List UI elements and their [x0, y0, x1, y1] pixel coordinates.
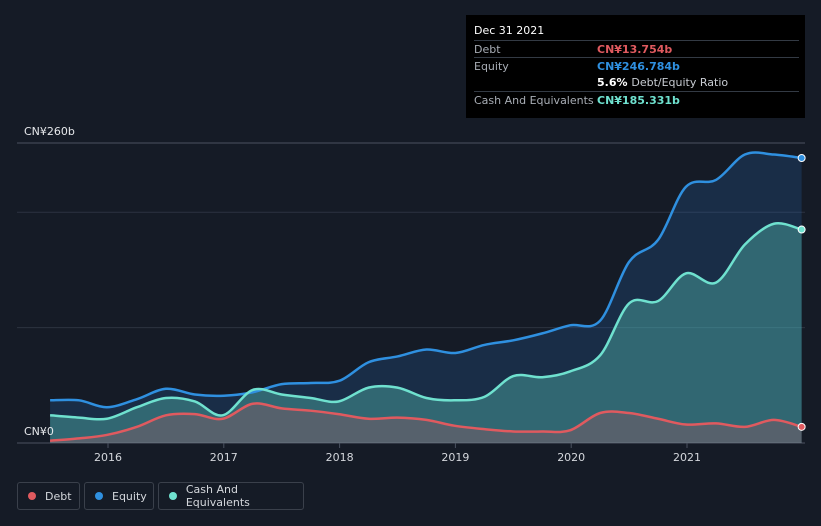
x-axis-ticks: 2016 2017 2018 2019 2020 2021: [94, 443, 701, 464]
tooltip-cash-row: Cash And Equivalents CN¥185.331b: [474, 91, 799, 109]
tooltip-debt-row: Debt CN¥13.754b: [474, 40, 799, 58]
tooltip-debt-label: Debt: [474, 43, 501, 56]
tooltip-debt-value: CN¥13.754b: [597, 43, 673, 56]
x-tick-label-2018: 2018: [326, 451, 354, 464]
tooltip-equity-row: Equity CN¥246.784b: [474, 57, 799, 75]
y-axis-label-top: CN¥260b: [24, 125, 75, 138]
series-end-markers: [797, 154, 806, 431]
tooltip-panel: Dec 31 2021 Debt CN¥13.754b Equity CN¥24…: [466, 15, 805, 118]
legend-cash-label: Cash And Equivalents: [185, 483, 250, 509]
x-tick-label-2016: 2016: [94, 451, 122, 464]
tooltip-cash-value: CN¥185.331b: [597, 94, 680, 107]
x-tick-label-2017: 2017: [210, 451, 238, 464]
debt-legend-dot: [28, 492, 36, 500]
tooltip-ratio-value: 5.6%: [597, 76, 628, 89]
tooltip-equity-value: CN¥246.784b: [597, 60, 680, 73]
legend-debt-label: Debt: [45, 489, 72, 503]
tooltip-ratio-row: 5.6% Debt/Equity Ratio: [474, 74, 799, 91]
cash-and-equivalents-end-marker: [797, 225, 806, 234]
cash-and-equivalents-line: [50, 222, 802, 421]
legend-debt[interactable]: Debt: [17, 482, 80, 510]
grid-lines: [17, 142, 805, 444]
equity-line: [50, 151, 802, 409]
legend-cash[interactable]: Cash And Equivalents: [158, 482, 304, 510]
tooltip-date: Dec 31 2021: [474, 24, 545, 37]
tooltip-equity-label: Equity: [474, 60, 509, 73]
tooltip-ratio-label: Debt/Equity Ratio: [631, 76, 729, 89]
debt-line: [50, 402, 802, 442]
x-tick-label-2021: 2021: [673, 451, 701, 464]
series-areas: [50, 152, 802, 443]
equity-legend-dot: [95, 492, 103, 500]
x-tick-label-2020: 2020: [557, 451, 585, 464]
tooltip-cash-label: Cash And Equivalents: [474, 94, 594, 107]
debt-end-marker: [797, 422, 806, 431]
equity-end-marker: [797, 154, 806, 162]
cash-legend-dot: [169, 492, 177, 500]
x-tick-label-2019: 2019: [441, 451, 469, 464]
tooltip-ratio: 5.6% Debt/Equity Ratio: [597, 76, 728, 89]
cash-and-equivalents-area: [50, 223, 802, 443]
series-lines: [50, 151, 802, 442]
debt-area: [50, 403, 802, 443]
legend-equity-label: Equity: [112, 489, 147, 503]
equity-area: [50, 152, 802, 443]
y-axis-label-bottom: CN¥0: [24, 425, 54, 438]
legend-equity[interactable]: Equity: [84, 482, 154, 510]
